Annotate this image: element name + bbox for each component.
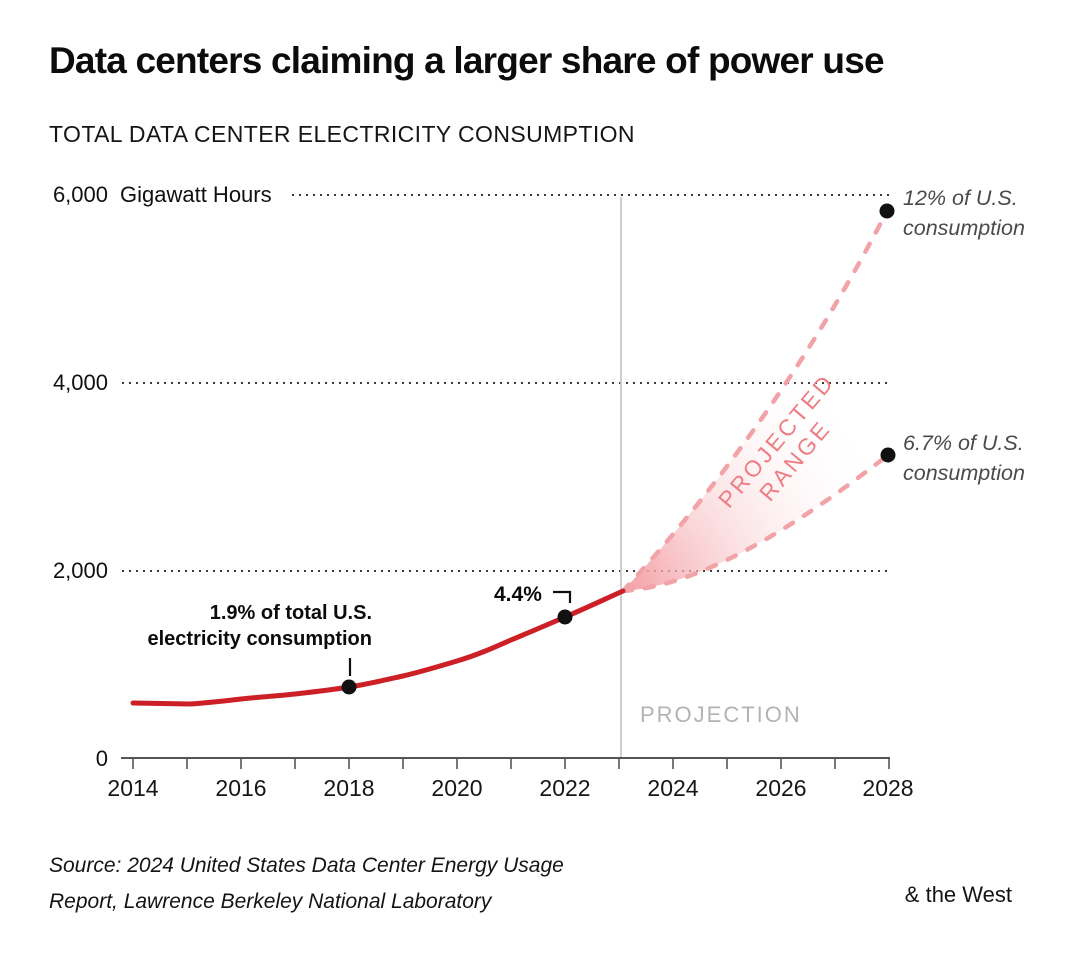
- annotation-2022-share: 4.4%: [494, 583, 542, 606]
- x-tick-2028: 2028: [862, 775, 914, 801]
- annotation-bracket-2022: [553, 590, 572, 603]
- x-tick-2022: 2022: [539, 775, 591, 801]
- annotation-2028-high-line2: consumption: [903, 216, 1025, 240]
- historical-line: [130, 588, 626, 707]
- x-tick-2020: 2020: [431, 775, 483, 801]
- x-tick-2014: 2014: [107, 775, 159, 801]
- x-tick-2018: 2018: [323, 775, 375, 801]
- data-point-2028-low: [880, 447, 896, 463]
- projected-range-band: [623, 211, 887, 591]
- data-point-2022: [557, 609, 573, 625]
- y-tick-2000: 2,000: [52, 558, 108, 583]
- data-point-2018: [341, 679, 357, 695]
- x-tick-2024: 2024: [647, 775, 699, 801]
- annotation-2018-line1: 1.9% of total U.S.: [209, 602, 372, 624]
- annotation-2018-share: 1.9% of total U.S. electricity consumpti…: [132, 600, 373, 652]
- brand-logo-text: & the West: [904, 882, 1012, 907]
- annotation-2028-high-line1: 12% of U.S.: [903, 186, 1018, 210]
- annotation-2028-low-line2: consumption: [903, 461, 1025, 485]
- x-axis-ticks: [132, 758, 890, 769]
- x-tick-2026: 2026: [755, 775, 807, 801]
- y-tick-6000: 6,000: [52, 182, 108, 207]
- annotation-2028-low-line1: 6.7% of U.S.: [903, 431, 1024, 455]
- data-point-2028-high: [879, 203, 895, 219]
- annotation-2028-high: 12% of U.S. consumption: [903, 183, 1025, 243]
- y-tick-4000: 4,000: [52, 370, 108, 395]
- annotation-2018-line2: electricity consumption: [147, 628, 373, 650]
- projection-high-line: [620, 208, 890, 594]
- source-credit-line1: Source: 2024 United States Data Center E…: [49, 854, 564, 877]
- y-tick-0: 0: [95, 746, 108, 771]
- projection-low-line: [620, 452, 891, 594]
- chart-subtitle: TOTAL DATA CENTER ELECTRICITY CONSUMPTIO…: [49, 121, 635, 147]
- source-credit-line2: Report, Lawrence Berkeley National Labor…: [49, 890, 492, 913]
- x-tick-2016: 2016: [215, 775, 267, 801]
- page-title: Data centers claiming a larger share of …: [49, 40, 885, 81]
- annotation-2028-low: 6.7% of U.S. consumption: [903, 428, 1025, 488]
- y-axis-unit-label: Gigawatt Hours: [120, 182, 272, 207]
- projection-zone-label: PROJECTION: [640, 702, 802, 727]
